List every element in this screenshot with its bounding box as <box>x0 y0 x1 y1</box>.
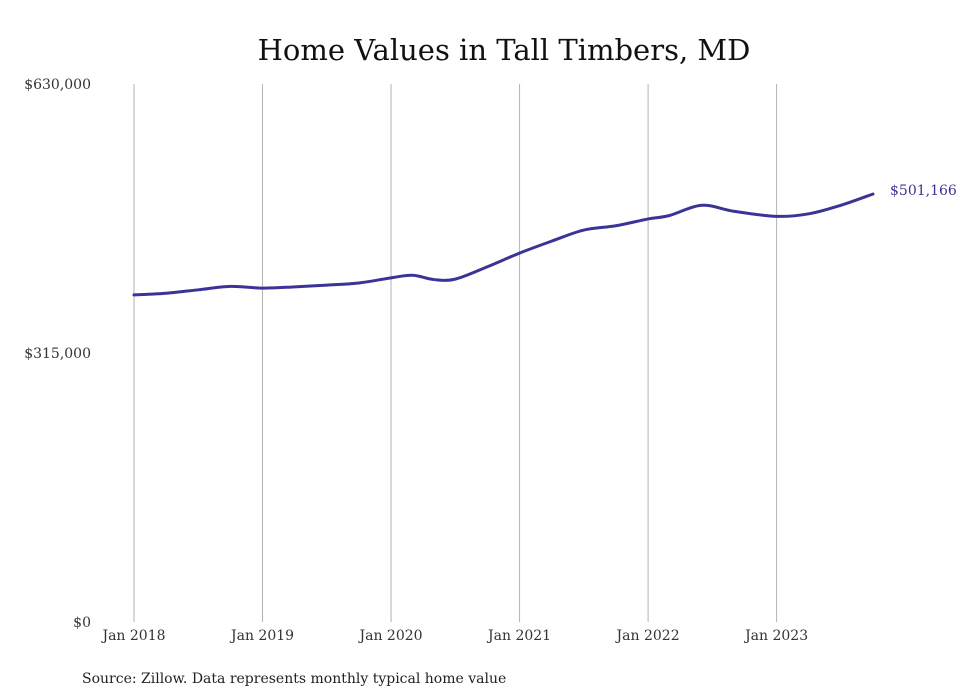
x-tick-label: Jan 2021 <box>486 628 551 644</box>
gridlines <box>133 84 778 622</box>
y-axis-ticks: $0 $315,000 $630,000 <box>24 77 91 631</box>
chart-title: Home Values in Tall Timbers, MD <box>258 33 751 67</box>
y-tick-label: $0 <box>73 615 91 631</box>
x-tick-label: Jan 2020 <box>358 628 423 644</box>
y-tick-label: $630,000 <box>24 77 91 93</box>
source-note: Source: Zillow. Data represents monthly … <box>82 671 506 687</box>
y-tick-label: $315,000 <box>24 346 91 362</box>
series-layer: $501,166 <box>132 183 957 297</box>
series-end-label: $501,166 <box>890 183 957 199</box>
x-axis-ticks: Jan 2018 Jan 2019 Jan 2020 Jan 2021 Jan 2022… <box>100 628 808 644</box>
x-tick-label: Jan 2019 <box>229 628 294 644</box>
series-line-0 <box>132 192 875 297</box>
x-tick-label: Jan 2023 <box>743 628 808 644</box>
x-tick-label: Jan 2022 <box>615 628 680 644</box>
x-tick-label: Jan 2018 <box>100 628 165 644</box>
